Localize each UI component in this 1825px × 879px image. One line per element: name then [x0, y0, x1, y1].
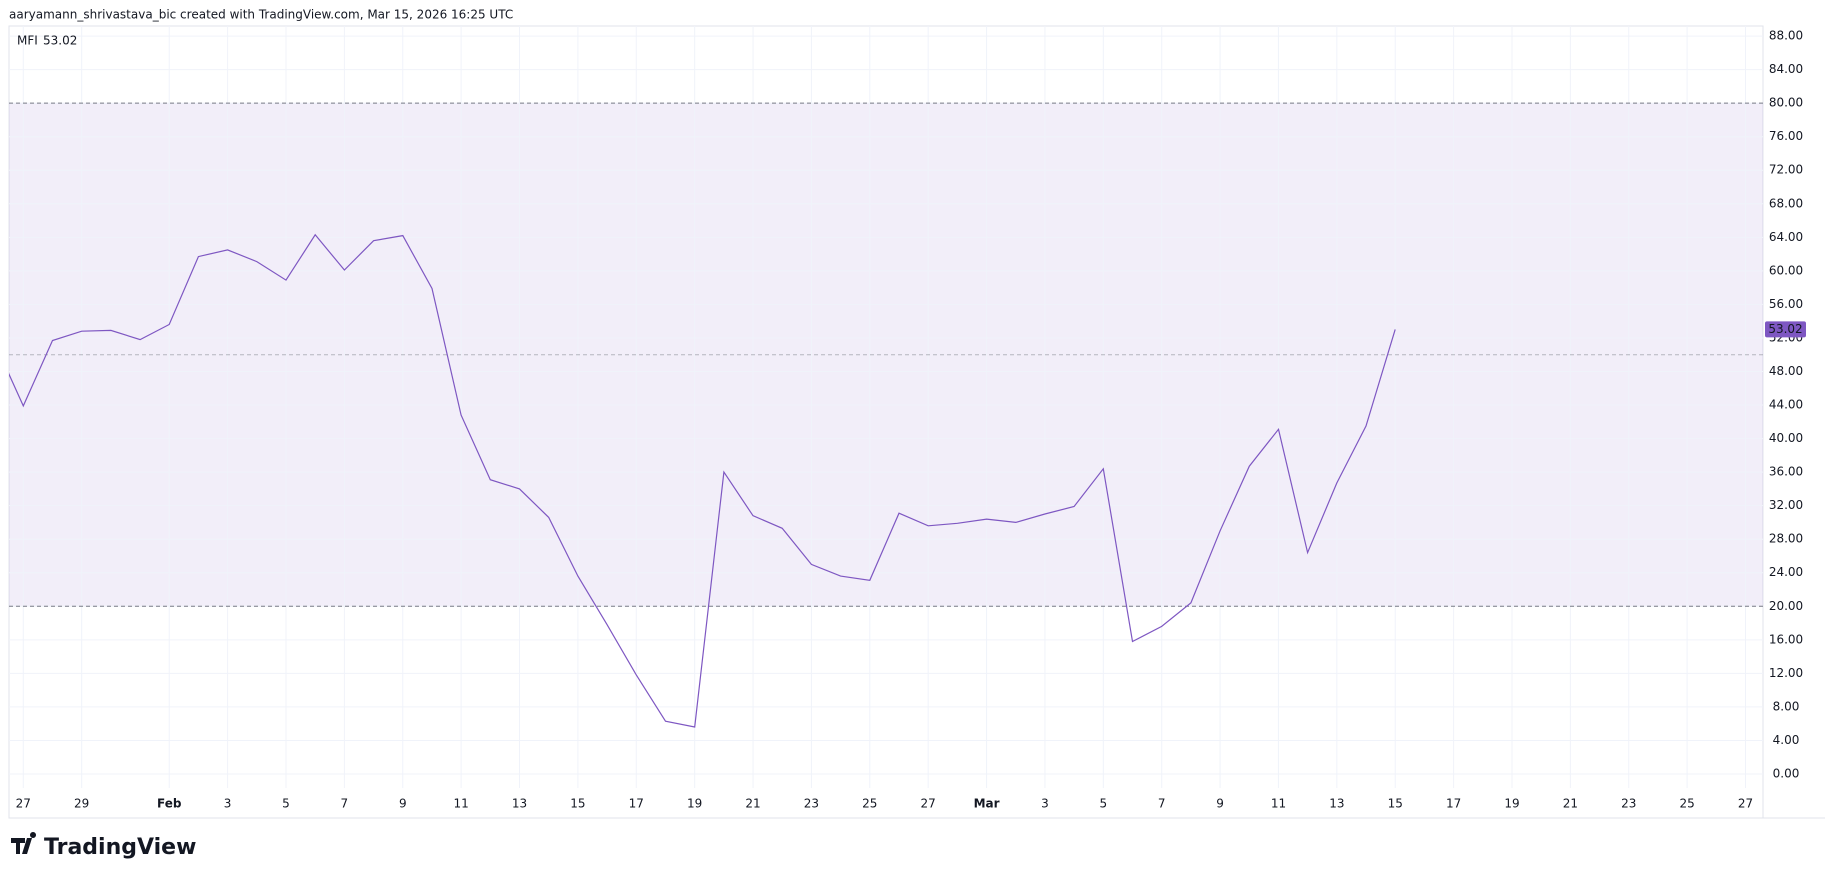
legend-name: MFI	[17, 34, 38, 48]
y-tick-label: 12.00	[1769, 666, 1803, 680]
x-tick-label: 13	[1329, 797, 1344, 811]
x-tick-label: 9	[399, 797, 407, 811]
y-tick-label: 4.00	[1773, 733, 1800, 747]
last-value-label: 53.02	[1768, 322, 1802, 336]
x-tick-label: 15	[570, 797, 585, 811]
y-tick-label: 36.00	[1769, 465, 1803, 479]
y-tick-label: 0.00	[1773, 766, 1800, 780]
y-tick-label: 40.00	[1769, 431, 1803, 445]
mfi-line	[9, 233, 1396, 728]
header-text: aaryamann_shrivastava_bic created with T…	[9, 8, 513, 22]
x-tick-label: 29	[74, 797, 89, 811]
axes: 0.00 4.00 8.00 12.00 16.00 20.00 24.00 28.00 32.…	[16, 29, 1806, 811]
x-tick-label: 25	[862, 797, 877, 811]
y-tick-label: 56.00	[1769, 297, 1803, 311]
x-tick-label: 27	[16, 797, 31, 811]
x-tick-label: 19	[1504, 797, 1519, 811]
x-tick-label: 11	[1271, 797, 1286, 811]
y-tick-label: 28.00	[1769, 532, 1803, 546]
y-tick-label: 60.00	[1769, 263, 1803, 277]
y-tick-label: 32.00	[1769, 498, 1803, 512]
last-value-badge	[1765, 321, 1806, 338]
brand: TradingView	[44, 835, 196, 860]
x-tick-label: 17	[1446, 797, 1461, 811]
y-tick-label: 80.00	[1769, 96, 1803, 110]
x-tick-label: 23	[1621, 797, 1636, 811]
plot-area	[9, 26, 1763, 788]
y-tick-label: 48.00	[1769, 364, 1803, 378]
x-tick-label: 25	[1679, 797, 1694, 811]
y-tick-label: 68.00	[1769, 196, 1803, 210]
x-tick-label: 27	[921, 797, 936, 811]
x-tick-label: 21	[745, 797, 760, 811]
y-tick-label: 20.00	[1769, 599, 1803, 613]
x-tick-label: Mar	[974, 797, 1000, 811]
x-tick-label: 9	[1216, 797, 1224, 811]
logo: TradingView	[11, 831, 196, 860]
y-tick-label: 16.00	[1769, 632, 1803, 646]
x-tick-label: 5	[1099, 797, 1107, 811]
x-tick-label: 27	[1738, 797, 1753, 811]
x-tick-label: 15	[1388, 797, 1403, 811]
y-tick-label: 72.00	[1769, 163, 1803, 177]
y-tick-label: 84.00	[1769, 62, 1803, 76]
y-tick-label: 76.00	[1769, 129, 1803, 143]
y-tick-label: 88.00	[1769, 29, 1803, 43]
x-tick-label: 17	[629, 797, 644, 811]
x-tick-label: 7	[341, 797, 349, 811]
y-tick-label: 44.00	[1769, 398, 1803, 412]
x-tick-label: 3	[224, 797, 232, 811]
x-tick-label: Feb	[157, 797, 182, 811]
legend-value: 53.02	[43, 34, 77, 48]
x-tick-label: 21	[1563, 797, 1578, 811]
x-tick-label: 13	[512, 797, 527, 811]
x-tick-label: 11	[453, 797, 468, 811]
x-tick-label: 7	[1158, 797, 1166, 811]
x-tick-label: 19	[687, 797, 702, 811]
y-tick-label: 24.00	[1769, 565, 1803, 579]
y-tick-label: 64.00	[1769, 230, 1803, 244]
y-tick-label: 8.00	[1773, 699, 1800, 713]
x-tick-label: 5	[282, 797, 290, 811]
x-tick-label: 23	[804, 797, 819, 811]
x-tick-label: 3	[1041, 797, 1049, 811]
logo-icon	[11, 831, 37, 854]
